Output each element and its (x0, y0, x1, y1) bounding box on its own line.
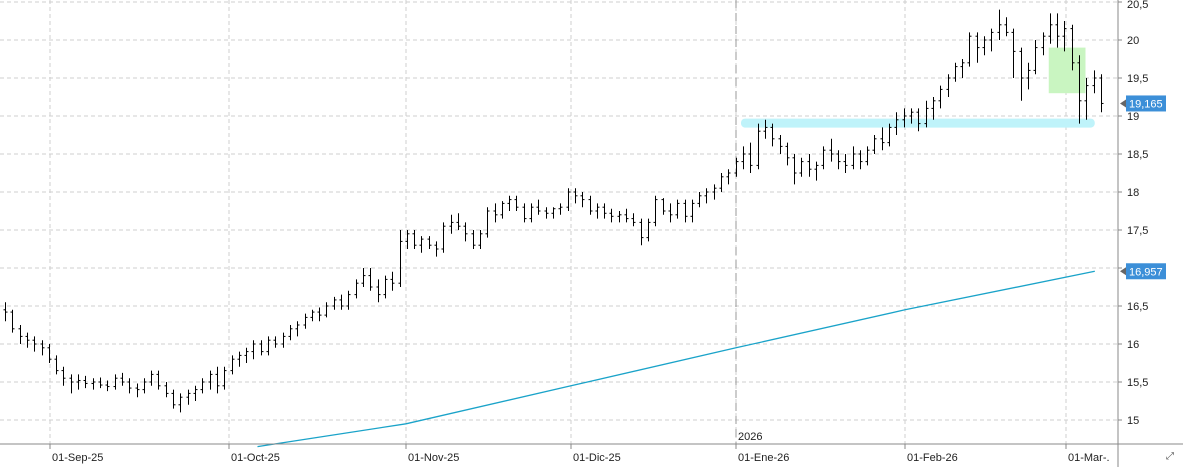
y-tick-label: 20 (1127, 35, 1139, 47)
y-tick-label: 15,5 (1127, 377, 1148, 389)
x-tick-label: 01-Mar-. (1068, 452, 1110, 464)
y-tick-label: 19,5 (1127, 73, 1148, 85)
y-tick-label: 17,5 (1127, 225, 1148, 237)
resize-icon[interactable]: ⤢ (1166, 451, 1174, 462)
price-tag-pointer (1120, 99, 1126, 108)
gridlines (0, 0, 1118, 444)
y-tick-label: 16 (1127, 339, 1139, 351)
x-tick-label: 01-Feb-26 (907, 452, 958, 464)
y-tick-label: 18,5 (1127, 149, 1148, 161)
ohlc-bars (3, 9, 1104, 413)
y-tick-label: 18 (1127, 187, 1139, 199)
price-tag (1126, 95, 1166, 112)
price-tag (1126, 263, 1166, 280)
x-tick-label: 01-Oct-25 (231, 452, 280, 464)
price-tag-label: 19,165 (1129, 98, 1163, 110)
price-tag-label: 16,957 (1129, 266, 1163, 278)
x-tick-label: 01-Sep-25 (52, 452, 103, 464)
x-tick-label: 01-Ene-26 (738, 452, 789, 464)
y-tick-label: 16,5 (1127, 301, 1148, 313)
moving-average (257, 270, 1095, 448)
price-tag-pointer (1120, 267, 1126, 276)
price-tags: 19,165 16,957 (1120, 95, 1166, 280)
year-label: 2026 (738, 431, 762, 443)
y-tick-label: 20,5 (1127, 0, 1148, 11)
x-tick-label: 01-Nov-25 (408, 452, 459, 464)
support-band (741, 118, 1095, 128)
y-tick-label: 19 (1127, 111, 1139, 123)
moving-average-line (257, 270, 1095, 448)
y-tick-label: 15 (1127, 415, 1139, 427)
x-tick-label: 01-Dic-25 (573, 452, 621, 464)
